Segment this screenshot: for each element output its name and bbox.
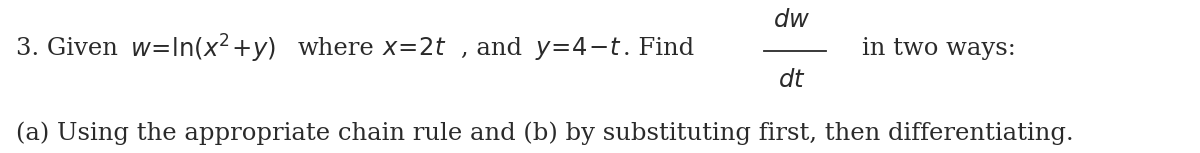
Text: where: where <box>298 37 374 60</box>
Text: $x\!=\!2t$: $x\!=\!2t$ <box>382 37 446 60</box>
Text: $dw$: $dw$ <box>773 9 811 32</box>
Text: 3. Given: 3. Given <box>16 37 118 60</box>
Text: (a) Using the appropriate chain rule and (b) by substituting first, then differe: (a) Using the appropriate chain rule and… <box>16 121 1073 145</box>
Text: $w\!=\!\ln(x^2\!+\!y)$: $w\!=\!\ln(x^2\!+\!y)$ <box>130 33 276 65</box>
Text: . Find: . Find <box>623 37 694 60</box>
Text: , and: , and <box>461 37 522 60</box>
Text: $dt$: $dt$ <box>778 69 806 92</box>
Text: in two ways:: in two ways: <box>862 37 1015 60</box>
Text: $y\!=\!4\!-\!t$: $y\!=\!4\!-\!t$ <box>535 35 622 62</box>
